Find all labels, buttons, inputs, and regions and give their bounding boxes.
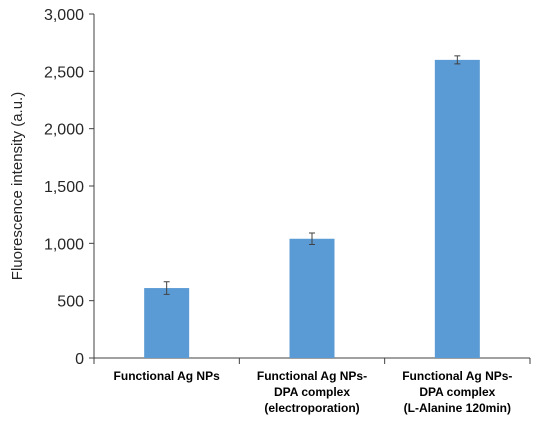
y-axis-title: Fluorescence intensity (a.u.) (9, 92, 26, 280)
y-tick-label: 1,500 (44, 179, 84, 196)
y-axis-title-group: Fluorescence intensity (a.u.) (9, 92, 26, 280)
y-tick-label: 500 (57, 294, 84, 311)
x-category-label-line: Functional Ag NPs- (257, 369, 367, 383)
x-category-label-line: DPA complex (274, 385, 350, 399)
y-tick-label: 1,000 (44, 236, 84, 253)
x-category-label: Functional Ag NPs (114, 369, 221, 383)
x-category-label-line: (L-Alanine 120min) (404, 401, 511, 415)
bar (144, 288, 190, 358)
y-tick-label: 3,000 (44, 7, 84, 24)
x-category-label: Functional Ag NPs- DPA complex (L-Alanine … (402, 369, 512, 415)
x-category-label-line: Functional Ag NPs- (402, 369, 512, 383)
y-tick-label: 2,500 (44, 64, 84, 81)
bar (289, 238, 335, 358)
bar (434, 59, 480, 358)
x-category-label-line: DPA complex (419, 385, 495, 399)
y-tick-label: 2,000 (44, 122, 84, 139)
x-category-label-line: (electroporation) (264, 401, 359, 415)
y-tick-label: 0 (75, 351, 84, 368)
x-category-label-line: Functional Ag NPs (114, 369, 221, 383)
plot-area: 0 500 1,000 1,500 2,000 2,500 3,000 Functional … (44, 7, 531, 415)
x-category-label: Functional Ag NPs- DPA complex (electropor… (257, 369, 367, 415)
